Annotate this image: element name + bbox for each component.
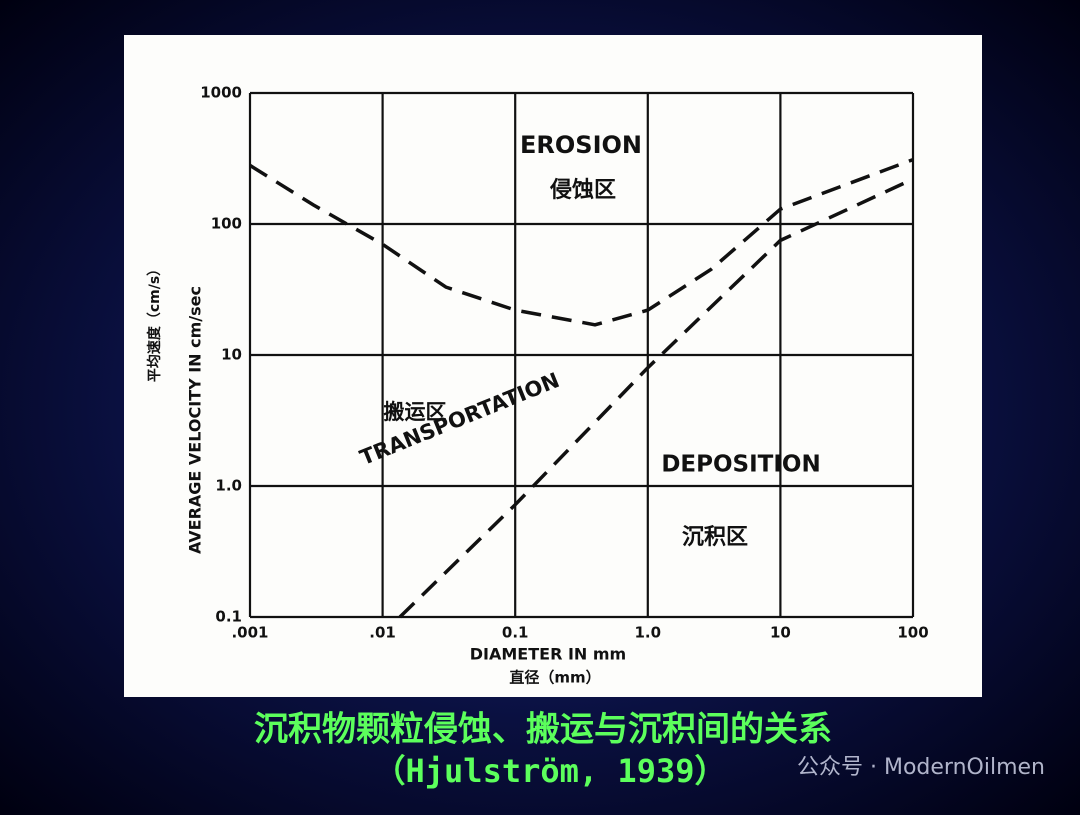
annotation: 侵蚀区 [549, 177, 616, 203]
annotation: EROSION [520, 131, 642, 159]
x-tick-label: .01 [369, 624, 396, 642]
slide-subtitle: （Hjulström, 1939） [374, 752, 727, 790]
y-axis-label-cn: 平均速度（cm/s） [146, 262, 163, 382]
x-tick-label: 100 [897, 624, 928, 642]
y-tick-label: 1.0 [215, 477, 242, 495]
series-line [249, 157, 914, 327]
y-tick-label: 10 [221, 346, 242, 364]
annotation: 沉积区 [682, 525, 748, 550]
y-tick-label: 100 [211, 215, 242, 233]
chart-panel [124, 35, 982, 697]
x-tick-label: .001 [231, 624, 268, 642]
x-tick-label: 10 [770, 624, 791, 642]
x-tick-label: 0.1 [502, 624, 529, 642]
x-axis-label: DIAMETER IN mm [470, 645, 626, 664]
y-tick-label: 0.1 [215, 608, 242, 626]
slide-title: 沉积物颗粒侵蚀、搬运与沉积间的关系 [254, 710, 832, 750]
annotation: 搬运区 [384, 400, 447, 424]
annotation: DEPOSITION [661, 452, 820, 478]
series-line [398, 177, 914, 619]
x-tick-label: 1.0 [635, 624, 662, 642]
x-axis-label-cn: 直径（mm） [509, 669, 600, 687]
y-tick-label: 1000 [200, 84, 242, 102]
watermark: 公众号 · ModernOilmen [797, 755, 1045, 780]
y-axis-label: AVERAGE VELOCITY IN cm/sec [186, 286, 205, 554]
